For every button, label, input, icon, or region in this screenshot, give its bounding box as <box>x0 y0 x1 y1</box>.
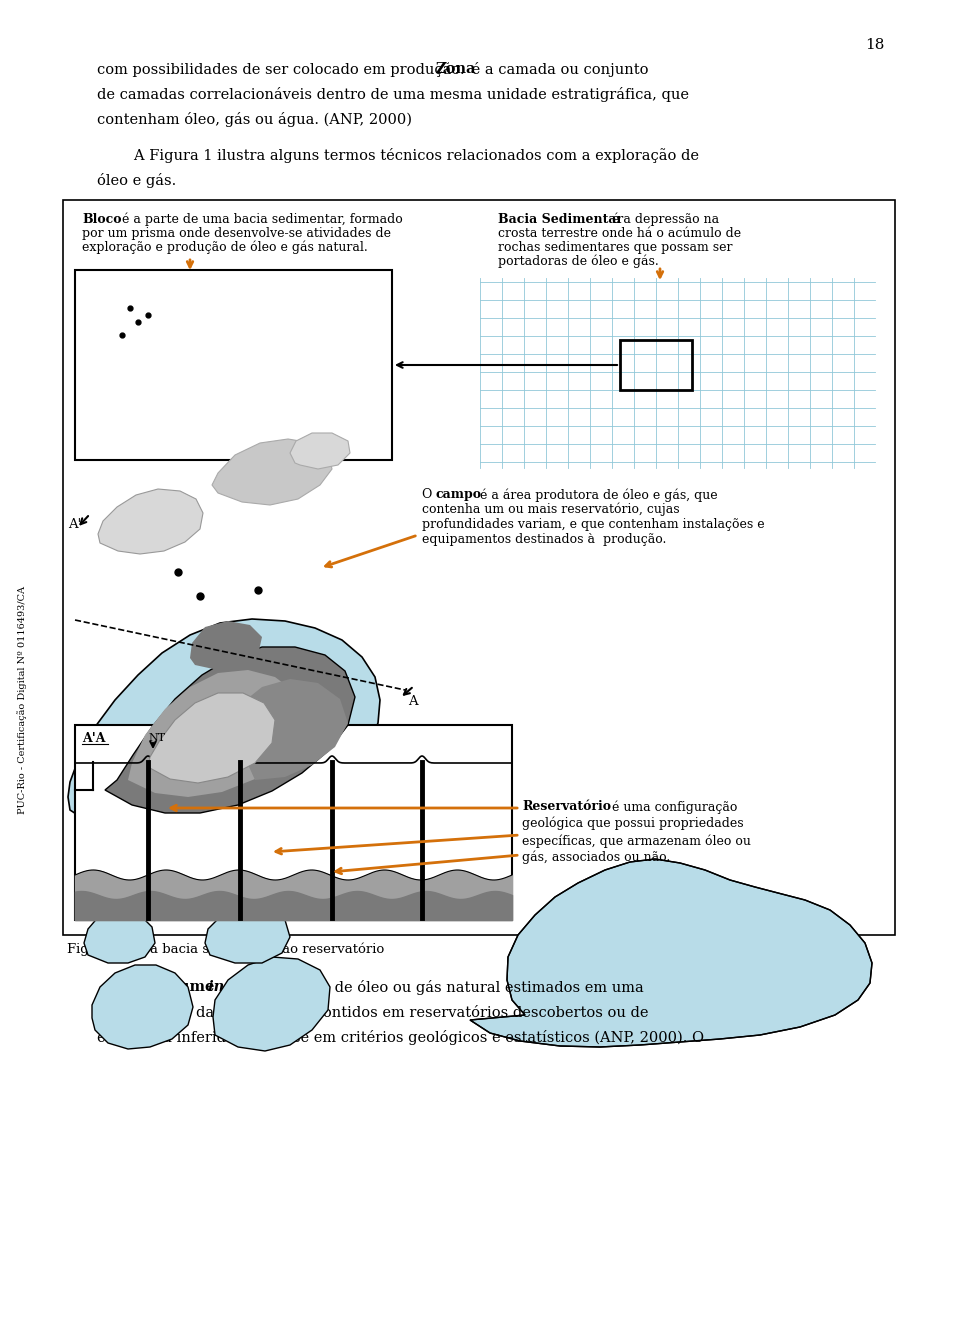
Polygon shape <box>105 647 355 814</box>
Text: com possibilidades de ser colocado em produção.: com possibilidades de ser colocado em pr… <box>97 62 469 77</box>
Text: geológica que possui propriedades: geológica que possui propriedades <box>522 818 744 831</box>
Polygon shape <box>290 433 350 469</box>
Text: é a área produtora de óleo e gás, que: é a área produtora de óleo e gás, que <box>476 488 718 501</box>
Text: NT: NT <box>148 733 165 743</box>
Text: de camadas correlacionáveis dentro de uma mesma unidade estratigráfica, que: de camadas correlacionáveis dentro de um… <box>97 87 689 102</box>
Text: A'A: A'A <box>82 731 106 745</box>
Text: O: O <box>97 980 151 994</box>
Polygon shape <box>205 908 290 963</box>
Text: Figura 1 – Da bacia sedimentar ao reservatório: Figura 1 – Da bacia sedimentar ao reserv… <box>67 942 384 955</box>
Text: contenha um ou mais reservatório, cujas: contenha um ou mais reservatório, cujas <box>422 504 680 517</box>
Polygon shape <box>213 957 330 1051</box>
Text: A Figura 1 ilustra alguns termos técnicos relacionados com a exploração de: A Figura 1 ilustra alguns termos técnico… <box>97 148 699 163</box>
Text: in situ: in situ <box>203 980 260 994</box>
Text: exploração e produção de óleo e gás natural.: exploração e produção de óleo e gás natu… <box>82 241 368 254</box>
Text: portadoras de óleo e gás.: portadoras de óleo e gás. <box>498 254 659 269</box>
Text: campo: campo <box>436 488 482 501</box>
Polygon shape <box>235 678 348 780</box>
Text: Reservatório: Reservatório <box>522 800 611 814</box>
Text: A: A <box>408 696 418 708</box>
Polygon shape <box>190 621 262 670</box>
Polygon shape <box>84 910 155 963</box>
Text: equipamentos destinados à  produção.: equipamentos destinados à produção. <box>422 533 666 546</box>
Text: é a depressão na: é a depressão na <box>608 213 719 227</box>
Bar <box>620 341 692 390</box>
Polygon shape <box>92 965 193 1049</box>
Bar <box>75 270 392 460</box>
Text: O: O <box>422 488 437 501</box>
Text: Bloco: Bloco <box>82 213 122 227</box>
Text: por um prisma onde desenvolve-se atividades de: por um prisma onde desenvolve-se ativida… <box>82 227 391 240</box>
Text: rochas sedimentares que possam ser: rochas sedimentares que possam ser <box>498 241 732 254</box>
Polygon shape <box>212 439 332 505</box>
Text: é o volume de óleo ou gás natural estimados em uma: é o volume de óleo ou gás natural estima… <box>245 980 644 995</box>
Text: óleo e gás.: óleo e gás. <box>97 174 177 188</box>
Text: é uma configuração: é uma configuração <box>604 800 737 814</box>
Text: volume: volume <box>155 980 214 994</box>
Polygon shape <box>128 670 303 798</box>
Text: 18: 18 <box>865 38 885 52</box>
Bar <box>63 200 895 935</box>
Text: crosta terrestre onde há o acúmulo de: crosta terrestre onde há o acúmulo de <box>498 227 741 240</box>
Polygon shape <box>98 489 203 554</box>
Text: contenham óleo, gás ou água. (ANP, 2000): contenham óleo, gás ou água. (ANP, 2000) <box>97 113 412 127</box>
Text: é a camada ou conjunto: é a camada ou conjunto <box>467 62 649 77</box>
Text: Zona: Zona <box>435 62 475 76</box>
Text: A': A' <box>68 518 82 531</box>
Polygon shape <box>470 859 872 1047</box>
Text: específicas, que armazenam óleo ou: específicas, que armazenam óleo ou <box>522 833 751 848</box>
Bar <box>75 725 512 920</box>
Polygon shape <box>68 619 380 835</box>
Text: existência inferida com base em critérios geológicos e estatísticos (ANP, 2000).: existência inferida com base em critério… <box>97 1030 704 1045</box>
Text: determinada data, que estão contidos em reservatórios descobertos ou de: determinada data, que estão contidos em … <box>97 1004 649 1020</box>
Text: é a parte de uma bacia sedimentar, formado: é a parte de uma bacia sedimentar, forma… <box>118 213 403 227</box>
Text: profundidades variam, e que contenham instalações e: profundidades variam, e que contenham in… <box>422 518 764 531</box>
Text: PUC-Rio - Certificação Digital Nº 0116493/CA: PUC-Rio - Certificação Digital Nº 011649… <box>17 586 27 814</box>
Text: gás, associados ou não.: gás, associados ou não. <box>522 851 670 864</box>
Polygon shape <box>148 693 275 783</box>
Text: Bacia Sedimentar: Bacia Sedimentar <box>498 213 623 227</box>
